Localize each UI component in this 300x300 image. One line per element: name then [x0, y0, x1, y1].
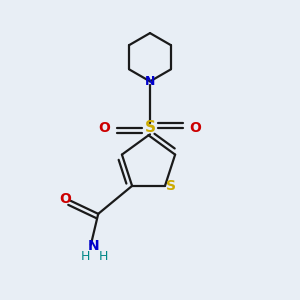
Text: O: O: [190, 121, 202, 135]
Text: S: S: [167, 179, 176, 193]
Text: N: N: [88, 239, 100, 253]
Text: O: O: [98, 121, 110, 135]
Text: H: H: [98, 250, 108, 263]
Text: N: N: [145, 75, 155, 88]
Text: S: S: [145, 120, 155, 135]
Text: O: O: [59, 192, 71, 206]
Text: H: H: [80, 250, 90, 263]
